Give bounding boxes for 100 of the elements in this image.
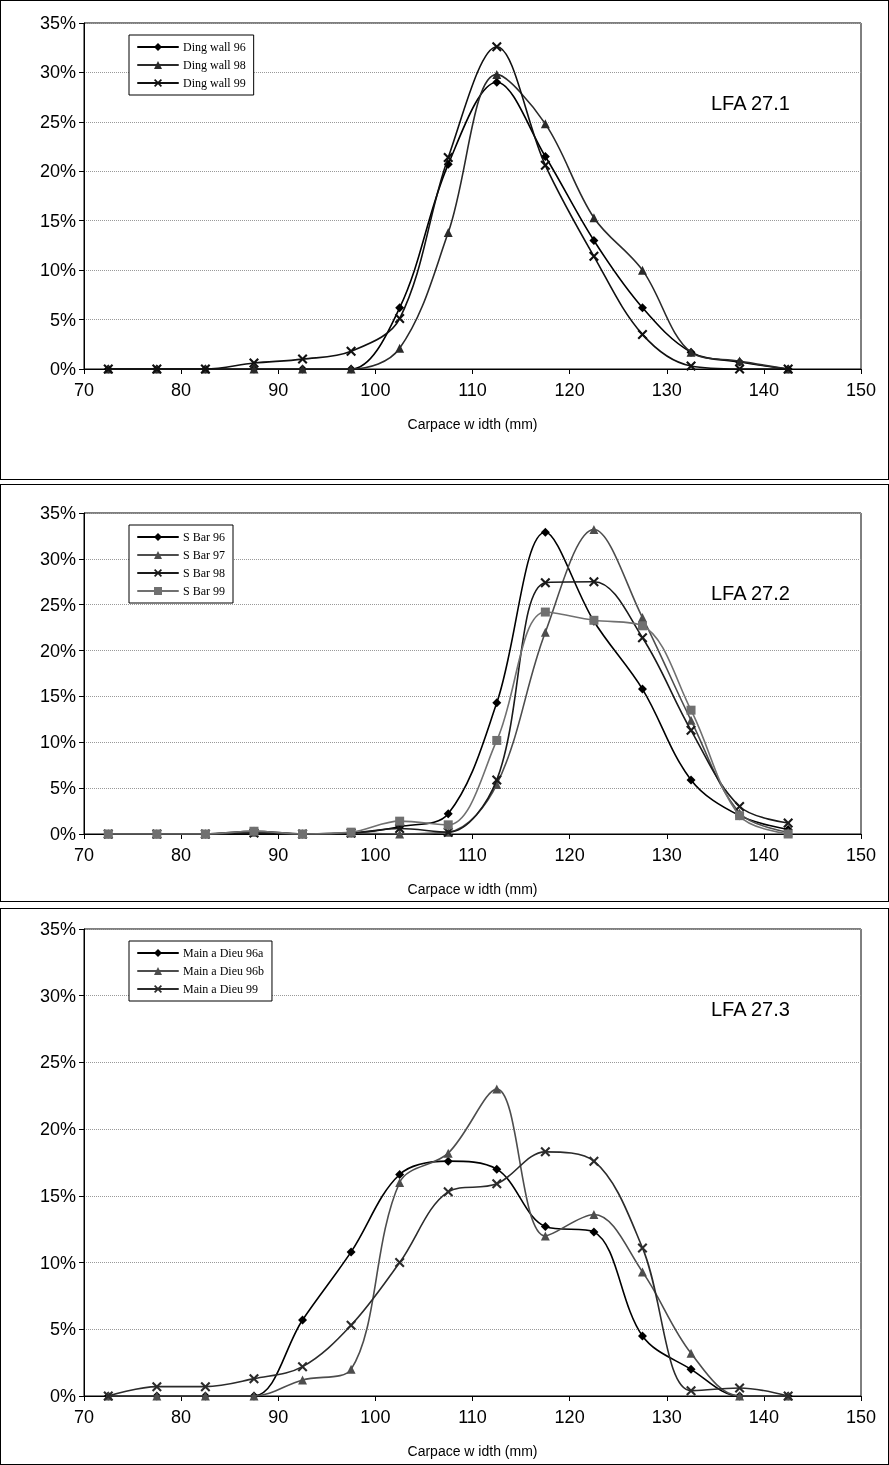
y-tick-label: 20% [39,640,76,661]
legend-label: Ding wall 99 [183,76,246,90]
x-axis-title: Carpace w idth (mm) [407,881,538,897]
x-tick-label: 150 [845,845,877,865]
point [588,1156,599,1167]
x-axis-title: Carpace w idth (mm) [407,1443,538,1459]
point [637,1242,648,1253]
point [540,1146,551,1157]
x-tick-label: 70 [73,845,95,865]
point [492,698,502,708]
point [346,346,357,357]
point [394,1257,405,1268]
point [298,1315,308,1325]
point [491,1178,502,1189]
point [248,1373,259,1384]
point [686,705,696,715]
point [346,1364,356,1374]
point [589,1210,599,1220]
point [151,1381,162,1392]
point [297,1361,308,1372]
point [589,1227,599,1237]
point [637,684,647,694]
point [589,235,599,245]
x-tick-label: 110 [458,380,487,400]
y-tick-label: 5% [49,1319,76,1340]
point [492,1164,502,1174]
x-tick-label: 110 [458,845,487,865]
point [395,1170,405,1180]
legend-label: Main a Dieu 99 [183,982,258,996]
x-tick-label: 150 [845,1407,877,1427]
point [443,809,453,819]
legend-label: Ding wall 96 [183,40,246,54]
point [297,354,308,365]
point [346,1320,357,1331]
point [443,1186,454,1197]
y-tick-label: 25% [39,111,76,132]
y-tick-label: 10% [39,732,76,753]
point [200,1381,211,1392]
x-tick-label: 120 [554,845,585,865]
point [395,343,405,353]
y-tick-label: 25% [39,1052,76,1073]
point [686,1348,696,1358]
point [492,69,502,79]
y-tick-label: 10% [39,260,76,281]
point [443,1148,453,1158]
annotation: LFA 27.1 [710,92,790,114]
legend-label: S Bar 98 [183,566,225,580]
point [395,1178,405,1188]
x-tick-label: 70 [73,1407,95,1427]
x-tick-label: 150 [845,380,877,400]
x-tick-label: 90 [268,1407,289,1427]
point [637,329,648,340]
point [686,715,696,725]
x-tick-label: 130 [651,845,682,865]
point [248,358,259,369]
y-tick-label: 15% [39,1185,76,1206]
annotation: LFA 27.3 [710,998,790,1020]
y-tick-label: 0% [49,1386,76,1406]
point [443,820,453,830]
point [637,1331,647,1341]
point [734,1382,745,1393]
point [540,627,550,637]
point [686,361,697,372]
x-tick-label: 80 [171,380,192,400]
point [686,725,697,736]
point [395,816,405,826]
x-tick-label: 130 [651,380,682,400]
x-tick-label: 100 [360,380,391,400]
legend-label: Ding wall 98 [183,58,246,72]
point [686,775,696,785]
point [588,251,599,262]
point [686,1385,697,1396]
x-tick-label: 90 [268,845,289,865]
point [540,527,550,537]
y-tick-label: 30% [39,62,76,83]
point [588,576,599,587]
legend-label: Main a Dieu 96b [183,964,264,978]
y-tick-label: 5% [49,778,76,799]
y-tick-label: 35% [39,13,76,33]
y-tick-label: 35% [39,919,76,939]
point [589,525,599,535]
point [395,829,405,839]
point [540,1222,550,1232]
x-tick-label: 90 [268,380,289,400]
x-tick-label: 70 [73,380,95,400]
point [540,160,551,171]
point [540,577,551,588]
x-tick-label: 140 [748,1407,779,1427]
y-tick-label: 20% [39,1119,76,1140]
y-tick-label: 30% [39,985,76,1006]
y-tick-label: 15% [39,686,76,707]
point [491,774,502,785]
point [492,735,502,745]
y-tick-label: 15% [39,210,76,231]
point [491,41,502,52]
point [540,151,550,161]
y-tick-label: 5% [49,309,76,330]
x-tick-label: 80 [171,845,192,865]
point [346,1247,356,1257]
y-tick-label: 10% [39,1252,76,1273]
